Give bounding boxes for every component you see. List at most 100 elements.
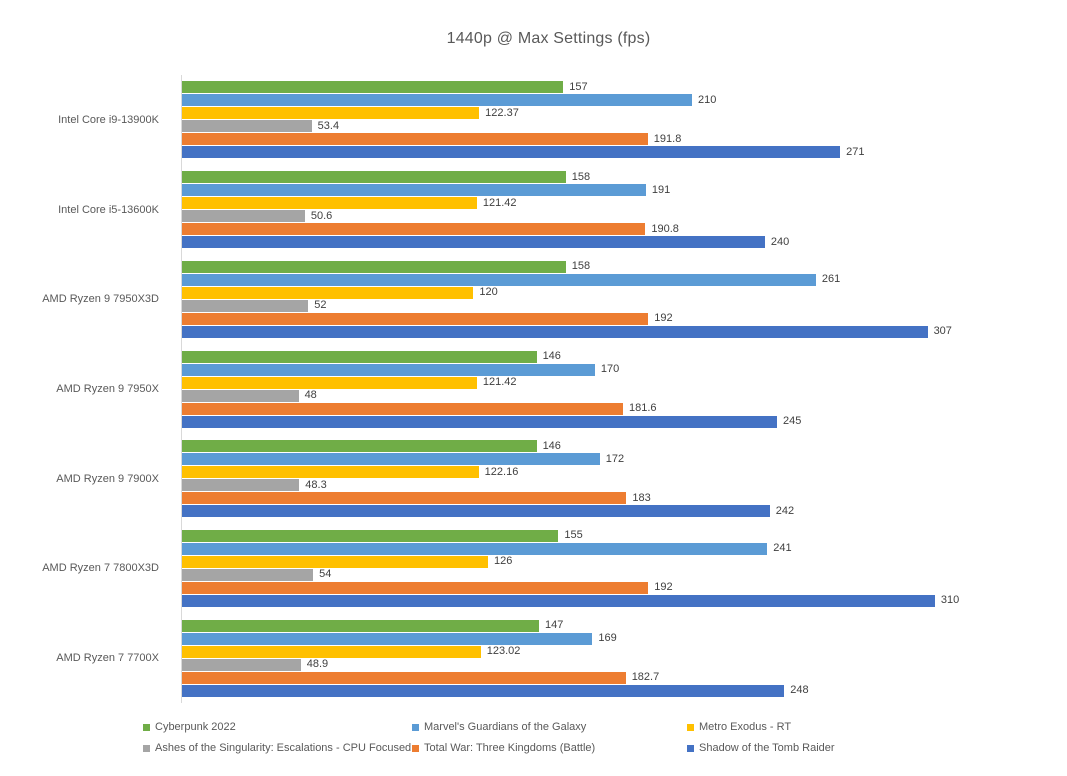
bar-value-label: 210 xyxy=(698,93,717,106)
bar-value-label: 261 xyxy=(821,273,841,286)
bar-value-label: 48 xyxy=(304,389,317,402)
bar-row: 53.4 xyxy=(182,120,1032,133)
bar-value-label: 181.6 xyxy=(629,402,657,415)
bar-row: 190.8 xyxy=(182,223,1032,236)
bar-row: 147 xyxy=(182,619,1032,632)
bar-row: 210 xyxy=(182,93,1032,107)
bar xyxy=(182,197,477,210)
bar-row: 245 xyxy=(182,415,1032,428)
bar-value-label: 146 xyxy=(542,439,561,452)
bar-value-label: 126 xyxy=(494,555,513,568)
bar xyxy=(182,350,537,363)
category-axis: Intel Core i9-13900K Intel Core i5-13600K… xyxy=(0,75,170,703)
plot-area: 157 210 122.37 53.4 191.8 271 158 191 121.42 50.6… xyxy=(181,75,1032,703)
bar xyxy=(182,146,841,159)
bar-row: 241 xyxy=(182,542,1032,555)
bar-row: 192 xyxy=(182,312,1032,325)
legend-label: Total War: Three Kingdoms (Battle) xyxy=(424,742,596,754)
bar-row: 48.3 xyxy=(182,478,1032,492)
bar-row: 183 xyxy=(182,491,1032,505)
legend-swatch-icon xyxy=(412,723,419,731)
bar-value-label: 245 xyxy=(783,415,802,428)
bar xyxy=(182,171,566,184)
bar-row: 126 xyxy=(182,555,1032,568)
bar-value-label: 158 xyxy=(571,260,591,273)
bar xyxy=(182,594,935,607)
bar xyxy=(182,555,488,568)
bar-row: 158 xyxy=(182,171,1032,184)
bar-value-label: 121.42 xyxy=(482,196,517,209)
bar-row: 240 xyxy=(182,235,1032,249)
bar-row: 122.16 xyxy=(182,466,1032,479)
bar-group: 146 170 121.42 48 181.6 245 xyxy=(182,344,1032,434)
bar xyxy=(182,568,314,581)
bar xyxy=(182,684,785,697)
bar-value-label: 122.37 xyxy=(485,106,519,119)
bar-value-label: 54 xyxy=(319,568,332,581)
category-label: AMD Ryzen 7 7700X xyxy=(56,652,159,665)
legend-label: Metro Exodus - RT xyxy=(699,721,792,733)
bar xyxy=(182,389,299,402)
bar-value-label: 192 xyxy=(654,312,673,325)
bar-group: 155 241 126 54 192 310 xyxy=(182,524,1032,614)
bar xyxy=(182,466,479,479)
bar xyxy=(182,479,300,492)
bar-group: 158 261 120 52 192 307 xyxy=(182,254,1032,344)
legend-swatch-icon xyxy=(687,723,694,731)
bar xyxy=(182,376,477,389)
legend-item: Cyberpunk 2022 xyxy=(143,721,412,733)
chart-title: 1440p @ Max Settings (fps) xyxy=(446,30,651,47)
bar-group: 158 191 121.42 50.6 190.8 240 xyxy=(182,165,1032,255)
legend-swatch-icon xyxy=(143,723,150,731)
bar-group: 146 172 122.16 48.3 183 242 xyxy=(182,434,1032,524)
bar-row: 181.6 xyxy=(182,402,1032,415)
bar-value-label: 169 xyxy=(598,632,617,645)
bar xyxy=(182,325,928,338)
bar xyxy=(182,210,305,223)
bar-row: 121.42 xyxy=(182,376,1032,389)
bar-group: 147 169 123.02 48.9 182.7 248 xyxy=(182,613,1032,703)
bar-value-label: 155 xyxy=(564,529,583,542)
bar-value-label: 248 xyxy=(790,684,809,697)
bar-value-label: 123.02 xyxy=(486,645,521,658)
bar-row: 48.9 xyxy=(182,658,1032,671)
bar-value-label: 48.3 xyxy=(305,478,327,491)
legend-item: Total War: Three Kingdoms (Battle) xyxy=(412,742,687,754)
bar-row: 155 xyxy=(182,529,1032,542)
category-label: AMD Ryzen 7 7800X3D xyxy=(42,562,159,575)
category-label: AMD Ryzen 9 7900X xyxy=(56,472,159,485)
bar-row: 172 xyxy=(182,452,1032,466)
bar-value-label: 240 xyxy=(770,235,790,248)
bar-row: 242 xyxy=(182,505,1032,518)
bar-value-label: 310 xyxy=(940,594,960,607)
bar-value-label: 172 xyxy=(605,452,625,465)
bar-value-label: 120 xyxy=(479,286,498,299)
bar xyxy=(182,223,646,236)
bar-value-label: 191.8 xyxy=(653,132,682,145)
bar-value-label: 170 xyxy=(600,363,620,376)
bar xyxy=(182,299,309,312)
bar-row: 157 xyxy=(182,81,1032,94)
bar xyxy=(182,363,595,376)
bar xyxy=(182,632,593,645)
bar-row: 182.7 xyxy=(182,671,1032,684)
bar-group: 157 210 122.37 53.4 191.8 271 xyxy=(182,75,1032,165)
bar-value-label: 183 xyxy=(632,491,651,504)
bar-row: 121.42 xyxy=(182,196,1032,210)
bar-value-label: 52 xyxy=(314,299,327,312)
bar-value-label: 192 xyxy=(654,581,673,594)
legend-swatch-icon xyxy=(143,744,150,752)
bar-row: 271 xyxy=(182,146,1032,159)
bar xyxy=(182,453,600,466)
legend-swatch-icon xyxy=(412,744,419,752)
category-label: AMD Ryzen 9 7950X xyxy=(56,383,159,396)
bar-value-label: 50.6 xyxy=(310,209,333,222)
bar xyxy=(182,645,481,658)
bar xyxy=(182,120,312,133)
legend-item: Ashes of the Singularity: Escalations - … xyxy=(143,742,412,754)
bar xyxy=(182,542,768,555)
bar xyxy=(182,236,765,249)
bar-value-label: 241 xyxy=(773,542,792,555)
bar-row: 146 xyxy=(182,350,1032,363)
